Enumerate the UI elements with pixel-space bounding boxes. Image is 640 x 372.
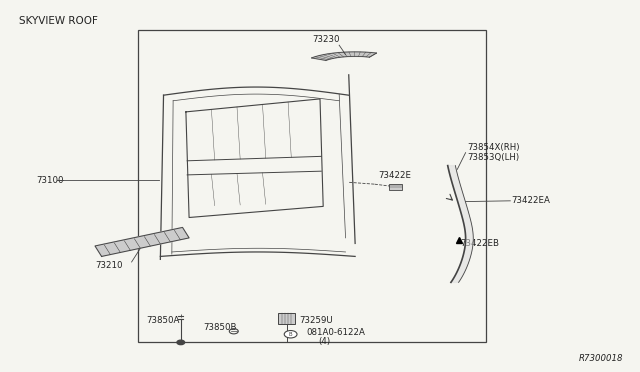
Polygon shape (312, 52, 376, 60)
Text: 73422EB: 73422EB (461, 239, 499, 248)
Text: 73259U: 73259U (300, 316, 333, 325)
Text: 081A0-6122A: 081A0-6122A (306, 328, 365, 337)
Bar (138, 31, 486, 341)
Circle shape (284, 331, 297, 338)
Text: 73422E: 73422E (379, 171, 412, 180)
Text: SKYVIEW ROOF: SKYVIEW ROOF (19, 16, 97, 26)
Text: (4): (4) (319, 337, 331, 346)
Text: 73210: 73210 (95, 261, 123, 270)
Text: R7300018: R7300018 (579, 354, 623, 363)
Text: 73100: 73100 (36, 176, 63, 185)
Text: B: B (289, 332, 292, 337)
Polygon shape (448, 166, 473, 282)
Bar (389, 184, 402, 190)
Text: 73850B: 73850B (204, 323, 237, 332)
Text: 73422EA: 73422EA (511, 196, 550, 205)
Text: 73850A: 73850A (147, 316, 180, 325)
Text: 73230: 73230 (312, 35, 340, 44)
Text: 73853Q(LH): 73853Q(LH) (467, 153, 519, 161)
Polygon shape (95, 227, 189, 256)
Circle shape (177, 340, 184, 344)
Text: 73854X(RH): 73854X(RH) (467, 142, 520, 151)
Bar (278, 314, 295, 324)
